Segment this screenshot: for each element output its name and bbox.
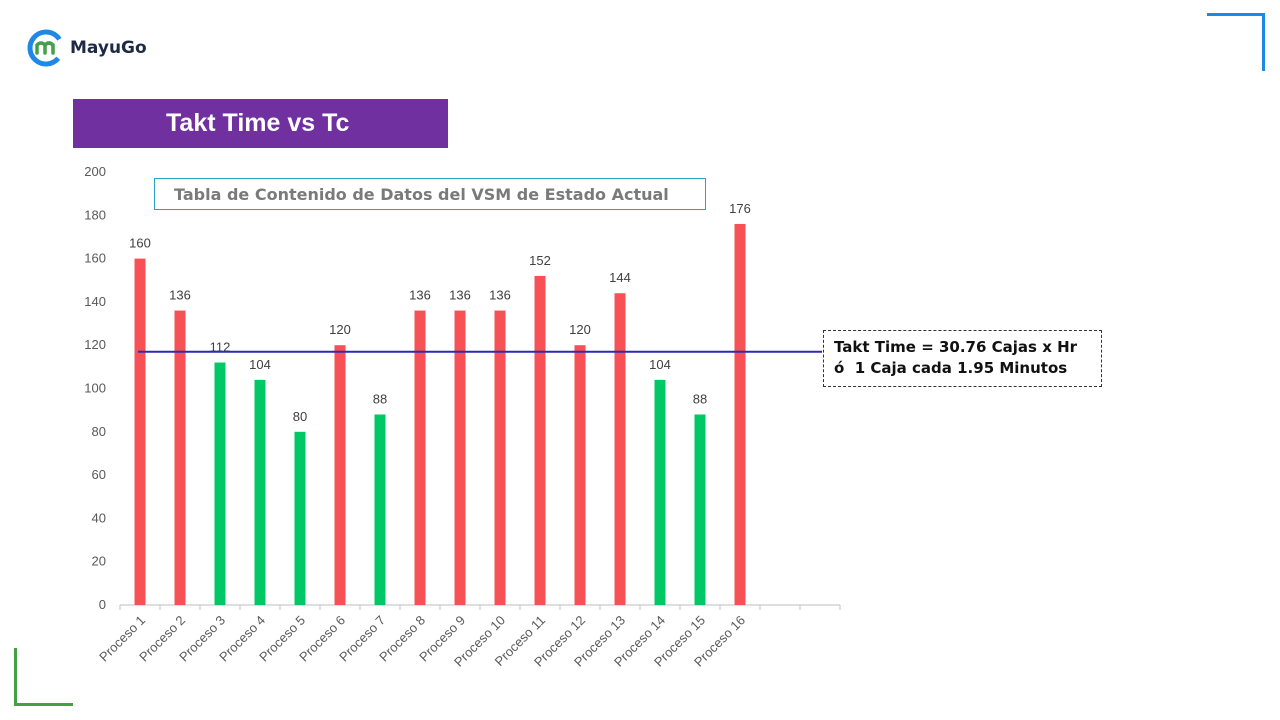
bar [414, 310, 426, 605]
takt-time-annotation: Takt Time = 30.76 Cajas x Hr ó 1 Caja ca… [823, 330, 1102, 387]
title-banner: Takt Time vs Tc [73, 99, 448, 148]
chart-subtitle: Tabla de Contenido de Datos del VSM de E… [174, 184, 669, 204]
corner-decoration-bottom-left [14, 648, 73, 706]
bar [454, 310, 466, 605]
y-tick-label: 80 [92, 424, 106, 439]
bar [214, 362, 226, 605]
data-label: 88 [693, 391, 707, 406]
bar [734, 223, 746, 605]
data-label: 152 [529, 253, 551, 268]
data-label: 136 [169, 288, 191, 303]
data-label: 104 [649, 357, 671, 372]
y-tick-label: 160 [84, 251, 106, 266]
bar [254, 379, 266, 605]
data-label: 176 [729, 201, 751, 216]
y-tick-label: 180 [84, 207, 106, 222]
corner-decoration-top-right [1207, 13, 1265, 71]
takt-annotation-line-1: Takt Time = 30.76 Cajas x Hr [834, 338, 1078, 356]
data-label: 120 [569, 322, 591, 337]
takt-annotation-line-2: ó 1 Caja cada 1.95 Minutos [834, 359, 1068, 377]
data-label: 160 [129, 236, 151, 251]
data-label: 136 [409, 288, 431, 303]
bar [334, 345, 346, 605]
y-tick-label: 120 [84, 337, 106, 352]
data-label: 80 [293, 409, 307, 424]
data-label: 120 [329, 322, 351, 337]
data-label: 144 [609, 270, 631, 285]
y-tick-label: 140 [84, 294, 106, 309]
bar [374, 414, 386, 605]
y-tick-label: 200 [84, 164, 106, 179]
y-tick-label: 100 [84, 381, 106, 396]
bar [614, 293, 626, 605]
logo-text: MayuGo [70, 38, 147, 58]
data-label: 136 [449, 288, 471, 303]
y-tick-label: 20 [92, 554, 106, 569]
bar [494, 310, 506, 605]
y-tick-label: 60 [92, 467, 106, 482]
bar [694, 414, 706, 605]
data-label: 136 [489, 288, 511, 303]
y-tick-label: 40 [92, 510, 106, 525]
bar [294, 431, 306, 605]
bar [654, 379, 666, 605]
bar [574, 345, 586, 605]
y-tick-label: 0 [99, 597, 106, 612]
mayugo-logo-icon [27, 29, 65, 67]
logo: MayuGo [26, 28, 147, 68]
data-label: 88 [373, 391, 387, 406]
bar [534, 275, 546, 605]
bar [174, 310, 186, 605]
page-title: Takt Time vs Tc [166, 109, 350, 137]
bar [134, 258, 146, 605]
chart-subtitle-box: Tabla de Contenido de Datos del VSM de E… [154, 178, 706, 210]
data-label: 104 [249, 357, 271, 372]
